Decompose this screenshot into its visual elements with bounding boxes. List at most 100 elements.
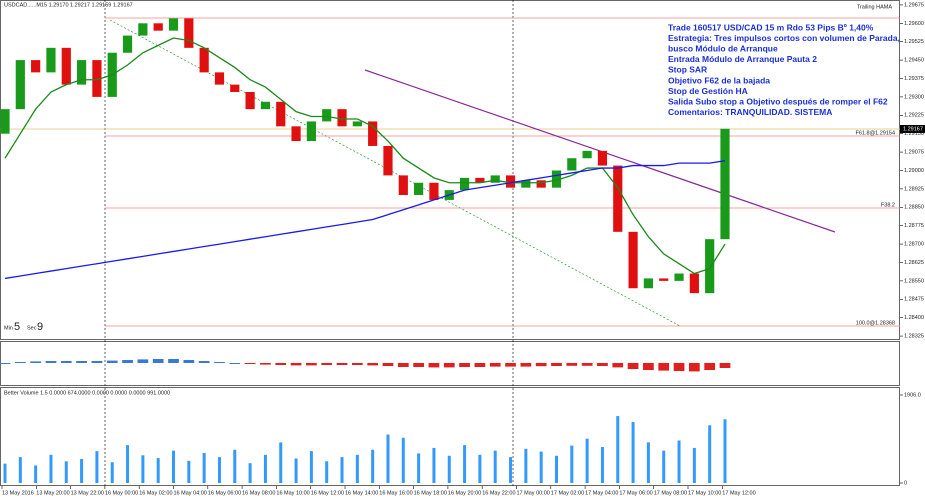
volume-bar — [187, 460, 191, 483]
current-price: 1.29167 — [903, 126, 923, 132]
timer-value: 5 — [14, 321, 20, 333]
oscillator-bar — [382, 363, 394, 366]
volume-bar — [217, 457, 221, 483]
volume-bar — [95, 451, 99, 483]
volume-bar — [202, 452, 206, 483]
oscillator-bar — [689, 363, 700, 372]
volume-bar — [18, 457, 22, 483]
oscillator-bar — [551, 363, 562, 366]
time-label: 17 May 12:00 — [722, 490, 755, 496]
oscillator-bar — [443, 363, 455, 368]
price-tick-label: 1.28925 — [904, 186, 924, 192]
oscillator-bar — [336, 363, 348, 365]
annotation-line: Salida Subo stop a Objetivo después de r… — [668, 96, 888, 106]
volume-bar — [493, 450, 497, 483]
candle — [536, 180, 546, 188]
volume-bar — [600, 446, 604, 483]
volume-bar — [263, 454, 267, 483]
time-label: 16 May 18:00 — [414, 490, 447, 496]
volume-bar — [570, 445, 574, 483]
time-label: 16 May 14:00 — [345, 490, 378, 496]
volume-bar — [355, 454, 359, 483]
time-label: 16 May 08:00 — [242, 490, 275, 496]
candle — [414, 182, 424, 196]
time-label: 13 May 22:00 — [71, 490, 104, 496]
time-label: 16 May 06:00 — [208, 490, 241, 496]
oscillator-bar — [290, 363, 302, 366]
oscillator-bar — [673, 363, 685, 371]
candle — [260, 101, 271, 110]
price-tick-label: 1.29225 — [904, 113, 924, 119]
oscillator-bar — [397, 363, 409, 367]
oscillator-bar — [152, 359, 164, 363]
volume-bar — [3, 463, 7, 483]
time-label: 17 May 10:00 — [688, 490, 721, 496]
oscillator-bar — [704, 363, 716, 370]
volume-bar — [64, 461, 68, 483]
time-label: 16 May 10:00 — [276, 490, 309, 496]
volume-bar — [233, 449, 237, 483]
price-tick-label: 1.29150 — [904, 131, 924, 137]
oscillator-bar — [45, 361, 57, 363]
candle — [659, 278, 669, 281]
volume-bar — [325, 461, 329, 483]
fib-label: F38.2 — [881, 202, 895, 208]
volume-bar — [386, 434, 390, 483]
candle — [689, 273, 699, 294]
oscillator-bar — [566, 363, 578, 366]
oscillator-bar — [367, 363, 379, 366]
candle — [77, 60, 87, 85]
oscillator-bar — [137, 359, 149, 363]
oscillator-bar — [106, 360, 118, 363]
oscillator-bar — [612, 363, 624, 368]
candle — [643, 278, 653, 289]
oscillator-bar — [14, 362, 26, 363]
candle — [505, 175, 516, 188]
volume-bar — [692, 447, 696, 483]
candle — [306, 121, 316, 142]
candle — [628, 231, 638, 289]
time-label: 17 May 04:00 — [585, 490, 618, 496]
candle — [720, 128, 730, 240]
moving-average — [4, 37, 726, 275]
oscillator-bar — [413, 363, 424, 367]
oscillator-bar — [198, 361, 210, 363]
candle — [398, 175, 408, 196]
volume-bar — [34, 465, 38, 483]
price-tick-label: 1.29300 — [904, 94, 924, 100]
volume-bar — [646, 442, 650, 483]
oscillator-bar — [229, 363, 241, 364]
price-tick-label: 1.29600 — [904, 21, 924, 27]
candle — [337, 109, 347, 127]
candle — [475, 177, 485, 183]
oscillator-bar — [122, 360, 133, 363]
candle — [705, 239, 715, 294]
candle — [245, 91, 255, 110]
candle — [230, 84, 240, 92]
volume-bar — [478, 454, 482, 483]
oscillator-bar — [30, 361, 41, 363]
volume-tick-label: 1906.0 — [904, 392, 921, 398]
volume-bar — [723, 419, 727, 483]
oscillator-bar — [183, 360, 195, 363]
candle — [383, 145, 393, 176]
fib-label: 100.0@1.28368 — [856, 320, 895, 326]
oscillator-bar — [459, 363, 470, 367]
candle — [582, 150, 592, 159]
current-price-box — [900, 125, 925, 133]
volume-frame — [0, 387, 900, 486]
price-tick-label: 1.28400 — [904, 315, 924, 321]
time-label: 17 May 02:00 — [551, 490, 584, 496]
price-tick-label: 1.28475 — [904, 297, 924, 303]
volume-bar — [509, 457, 513, 483]
time-label: 16 May 02:00 — [139, 490, 172, 496]
annotation-line: Objetivo F62 de la bajada — [668, 75, 770, 85]
volume-bar — [340, 457, 344, 483]
oscillator-bar — [321, 363, 333, 365]
candle — [184, 18, 194, 48]
oscillator-bar — [428, 363, 440, 368]
volume-bar — [309, 451, 313, 483]
oscillator-bar — [260, 363, 271, 365]
time-label: 13 May 20:00 — [36, 490, 69, 496]
moving-average — [4, 160, 726, 280]
